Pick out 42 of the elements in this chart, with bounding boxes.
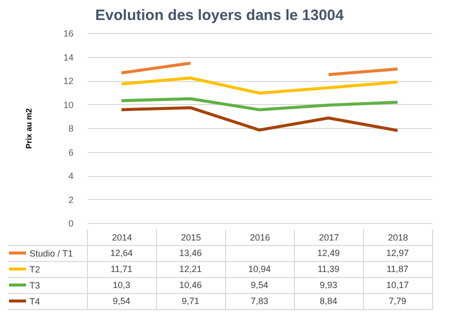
legend-label: T4 <box>30 296 40 306</box>
data-label: 9,54 <box>250 280 268 290</box>
y-tick-label: 14 <box>63 52 74 62</box>
data-label: 9,54 <box>112 296 130 306</box>
data-label: 11,87 <box>386 264 408 274</box>
y-tick-label: 8 <box>68 124 74 134</box>
y-axis-title: Prix au m2 <box>24 108 34 149</box>
data-label: 9,71 <box>182 296 200 306</box>
legend-label: T2 <box>30 264 40 274</box>
y-tick-label: 6 <box>68 147 74 158</box>
data-label: 13,46 <box>179 248 202 258</box>
data-label: 7,83 <box>250 296 268 306</box>
x-tick-label: 2014 <box>112 232 132 242</box>
line-series <box>120 97 399 112</box>
data-label: 12,49 <box>317 248 340 258</box>
data-label: 7,79 <box>388 296 406 306</box>
y-tick-label: 2 <box>68 194 74 205</box>
chart-title: Evolution des loyers dans le 13004 <box>95 7 344 24</box>
data-label: 10,46 <box>179 280 202 290</box>
x-tick-label: 2017 <box>318 232 340 242</box>
data-label: 12,21 <box>179 264 202 274</box>
data-label: 11,39 <box>318 264 340 274</box>
x-tick-label: 2018 <box>388 232 408 242</box>
data-label: 12,97 <box>386 248 409 258</box>
data-label: 8,84 <box>320 296 338 306</box>
legend-label: T3 <box>30 280 40 290</box>
y-tick-label: 16 <box>63 28 74 38</box>
y-tick-label: 12 <box>63 76 74 86</box>
x-tick-label: 2016 <box>250 232 270 242</box>
x-tick-label: 2015 <box>180 232 202 242</box>
y-tick-label: 0 <box>68 218 74 228</box>
y-tick-label: 4 <box>68 171 74 181</box>
data-label: 10,17 <box>386 280 409 290</box>
legend-label: Studio / T1 <box>30 248 73 258</box>
y-tick-label: 10 <box>63 100 74 110</box>
data-label: 11,71 <box>110 264 132 274</box>
data-label: 12,64 <box>110 248 133 258</box>
data-label: 10,3 <box>112 280 130 290</box>
data-label: 9,93 <box>320 280 338 290</box>
data-label: 10,94 <box>248 264 271 274</box>
line-series <box>120 76 399 95</box>
line-series <box>120 106 399 132</box>
